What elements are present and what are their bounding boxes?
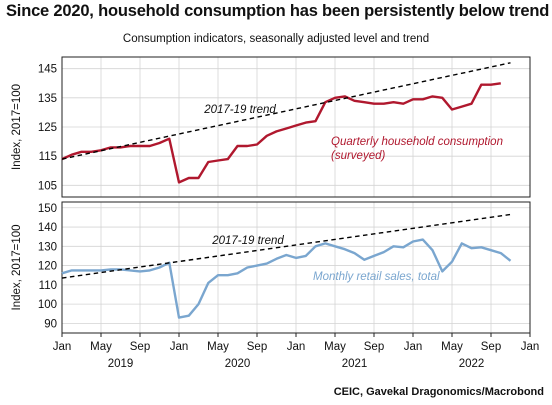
x-year-label: 2021 bbox=[342, 358, 368, 370]
x-tick-label: May bbox=[207, 341, 229, 353]
x-tick-label: Sep bbox=[247, 341, 267, 353]
x-tick-label: Jan bbox=[404, 341, 423, 353]
x-tick-label: May bbox=[90, 341, 112, 353]
y-tick-label: 100 bbox=[38, 299, 57, 311]
y-tick-label: 135 bbox=[38, 93, 57, 105]
x-tick-label: Jan bbox=[170, 341, 189, 353]
y-tick-label: 150 bbox=[38, 203, 57, 215]
plot-frame bbox=[61, 56, 531, 198]
x-tick-label: May bbox=[324, 341, 346, 353]
y-tick-label: 125 bbox=[38, 122, 57, 134]
x-tick-label: May bbox=[441, 341, 463, 353]
trend-line bbox=[61, 62, 511, 160]
y-tick-label: 115 bbox=[39, 151, 57, 163]
x-year-label: 2020 bbox=[225, 358, 251, 370]
panel-1: 105 115 125 135 145 Index, 2017=100 Quarterly … bbox=[11, 56, 531, 198]
trend-label: 2017-19 trend bbox=[203, 104, 276, 116]
x-year-label: 2022 bbox=[459, 358, 485, 370]
x-tick-label: Jan bbox=[53, 341, 72, 353]
y-tick-label: 140 bbox=[38, 222, 57, 234]
y-tick-label: 145 bbox=[38, 64, 57, 76]
series-line bbox=[61, 82, 501, 184]
y-tick-label: 120 bbox=[38, 261, 57, 273]
series-label: Quarterly household consumption bbox=[331, 136, 503, 148]
x-tick-label: Sep bbox=[364, 341, 384, 353]
y-tick-label: 110 bbox=[39, 280, 57, 292]
x-tick-label: Jan bbox=[521, 341, 540, 353]
source-note: CEIC, Gavekal Dragonomics/Macrobond bbox=[333, 386, 544, 398]
chart-subtitle: Consumption indicators, seasonally adjus… bbox=[122, 33, 430, 45]
x-tick-label: Sep bbox=[481, 341, 501, 353]
y-tick-label: 105 bbox=[38, 180, 57, 192]
series-label: (surveyed) bbox=[331, 150, 385, 162]
x-year-label: 2019 bbox=[108, 358, 134, 370]
x-tick-label: Jan bbox=[287, 341, 306, 353]
panel-2: 90 100 110 120 130 140 150 Index, 2017=100 Month… bbox=[11, 201, 540, 370]
trend-label: 2017-19 trend bbox=[211, 235, 284, 247]
series-label: Monthly retail sales, total bbox=[313, 271, 440, 283]
y-axis-label: Index, 2017=100 bbox=[11, 224, 23, 310]
y-tick-label: 90 bbox=[44, 318, 57, 330]
trend-line bbox=[61, 213, 511, 279]
y-tick-label: 130 bbox=[38, 241, 57, 253]
series-line bbox=[61, 238, 512, 319]
chart-title: Since 2020, household consumption has be… bbox=[6, 2, 550, 20]
y-axis-label: Index, 2017=100 bbox=[11, 84, 23, 170]
x-tick-label: Sep bbox=[130, 341, 150, 353]
